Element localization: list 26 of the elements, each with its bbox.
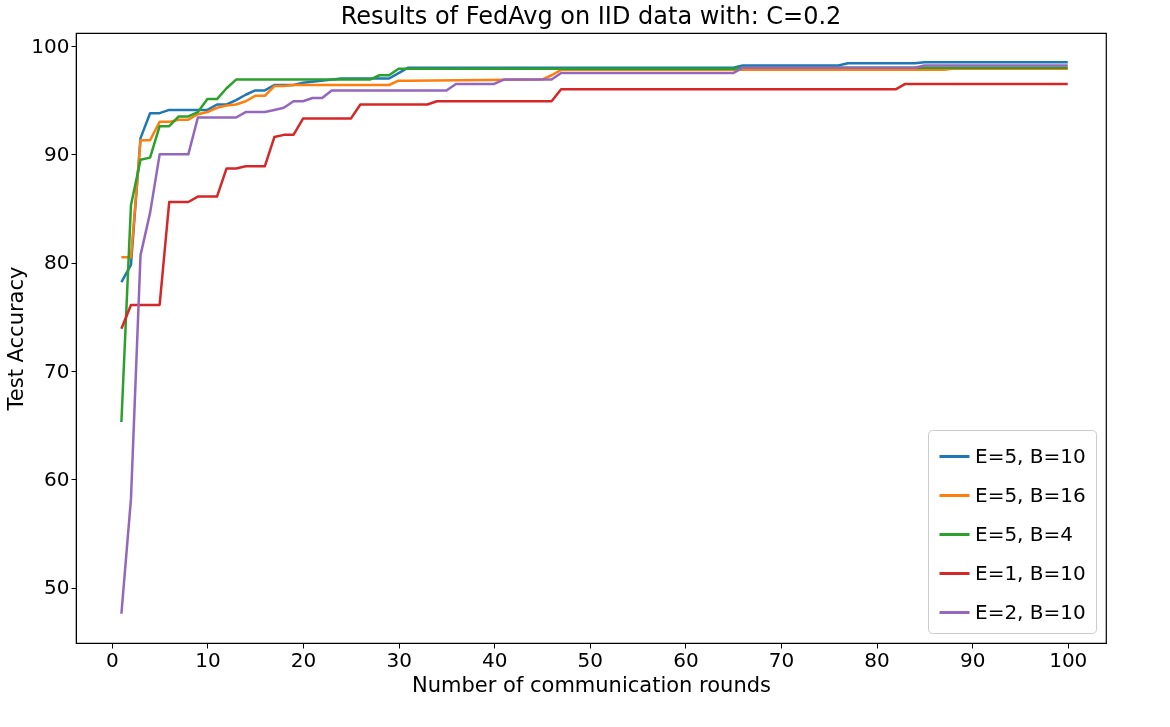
y-tick-label: 50	[44, 575, 70, 600]
legend-label: E=2, B=10	[975, 599, 1086, 624]
line-series	[120, 82, 1070, 331]
legend-label: E=5, B=4	[975, 521, 1074, 546]
y-axis-title: Test Accuracy	[4, 266, 29, 412]
y-tick-label: 90	[44, 141, 70, 166]
legend-label: E=5, B=10	[975, 443, 1086, 468]
x-tick-label: 90	[959, 647, 986, 672]
x-tick-label: 70	[768, 647, 795, 672]
y-tick-label: 70	[44, 358, 70, 383]
y-tick-label: 80	[44, 250, 70, 275]
x-tick-label: 30	[386, 647, 412, 672]
y-tick-label: 60	[44, 466, 70, 491]
x-tick-label: 80	[864, 647, 890, 672]
x-tick-label: 40	[481, 647, 508, 672]
x-tick-label: 100	[1049, 647, 1088, 672]
y-tick-label: 100	[31, 33, 70, 58]
legend-label: E=1, B=10	[975, 560, 1086, 585]
legend-label: E=5, B=16	[975, 482, 1086, 507]
chart-title: Results of FedAvg on IID data with: C=0.2	[340, 2, 842, 30]
x-tick-label: 20	[290, 647, 317, 672]
x-tick-label: 0	[105, 647, 119, 672]
x-tick-label: 10	[195, 647, 221, 672]
x-axis-title: Number of communication rounds	[412, 672, 771, 697]
x-tick-label: 50	[577, 647, 604, 672]
x-tick-label: 60	[673, 647, 699, 672]
